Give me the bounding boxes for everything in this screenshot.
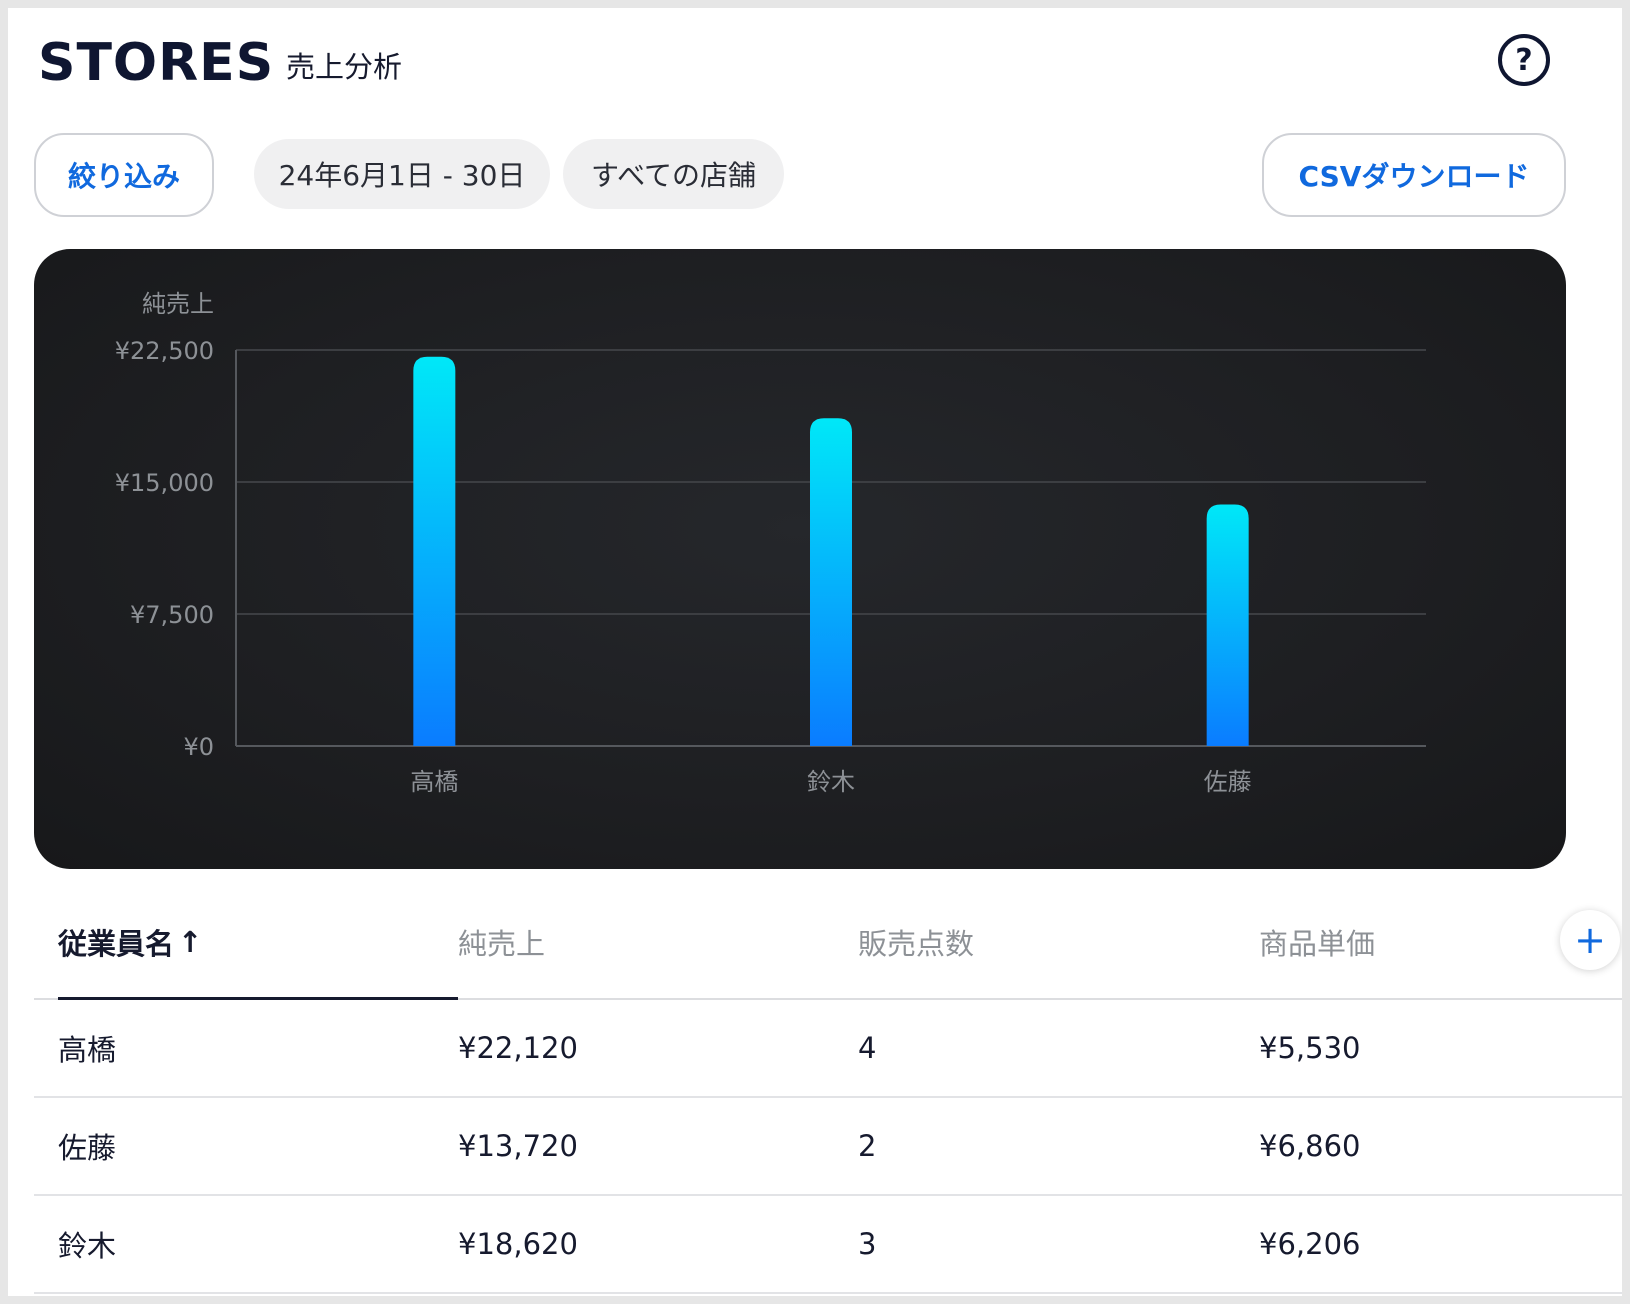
active-sort-underline: [58, 997, 458, 1000]
cell-net-sales: ¥13,720: [458, 1129, 578, 1163]
store-scope-chip[interactable]: すべての店舗: [563, 139, 784, 209]
cell-items-sold: 4: [858, 1031, 877, 1065]
column-header-employee[interactable]: 従業員名 ↑: [58, 886, 458, 1000]
app-frame: STORES 売上分析 ? 絞り込み 24年6月1日 - 30日 すべての店舗 …: [8, 8, 1622, 1296]
add-column-icon[interactable]: +: [1560, 910, 1620, 970]
sort-arrow-up-icon: ↑: [178, 925, 203, 959]
column-header-label: 従業員名: [58, 927, 175, 961]
table-row[interactable]: 佐藤 ¥13,720 2 ¥6,860: [34, 1098, 1622, 1196]
cell-net-sales: ¥18,620: [458, 1227, 578, 1261]
stores-logo[interactable]: STORES: [38, 33, 275, 93]
filter-button[interactable]: 絞り込み: [34, 133, 214, 217]
cell-employee-name: 佐藤: [58, 1131, 117, 1165]
x-tick-label: 佐藤: [1204, 768, 1252, 796]
y-tick-label: ¥0: [183, 733, 214, 761]
table-row[interactable]: 高橋 ¥22,120 4 ¥5,530: [34, 1000, 1622, 1098]
table-row[interactable]: 鈴木 ¥18,620 3 ¥6,206: [34, 1196, 1622, 1294]
csv-download-button[interactable]: CSVダウンロード: [1262, 133, 1566, 217]
date-range-chip[interactable]: 24年6月1日 - 30日: [254, 139, 550, 209]
x-tick-labels: 高橋 鈴木 佐藤: [410, 768, 1251, 796]
bar-2[interactable]: [1206, 504, 1249, 746]
cell-unit-price: ¥5,530: [1259, 1031, 1361, 1065]
x-tick-label: 鈴木: [807, 768, 855, 796]
cell-employee-name: 高橋: [58, 1033, 117, 1067]
sales-chart-svg: 純売上 ¥0 ¥7,500 ¥15,000 ¥22,500 高橋 鈴木 佐藤: [115, 290, 1426, 796]
cell-unit-price: ¥6,860: [1259, 1129, 1361, 1163]
y-tick-label: ¥7,500: [130, 601, 214, 629]
page-title: 売上分析: [286, 50, 403, 84]
y-tick-label: ¥15,000: [115, 469, 214, 497]
column-header-net-sales[interactable]: 純売上: [458, 927, 546, 961]
bar-0[interactable]: [413, 356, 456, 746]
x-tick-label: 高橋: [410, 768, 458, 796]
cell-employee-name: 鈴木: [58, 1229, 117, 1263]
cell-net-sales: ¥22,120: [458, 1031, 578, 1065]
cell-items-sold: 3: [858, 1227, 877, 1261]
bar-1[interactable]: [810, 418, 852, 746]
employee-sales-table: 従業員名 ↑ 純売上 販売点数 商品単価 + 高橋 ¥22,120 4 ¥5,5…: [34, 886, 1622, 1294]
y-tick-labels: ¥0 ¥7,500 ¥15,000 ¥22,500: [115, 337, 214, 761]
help-icon[interactable]: ?: [1498, 34, 1550, 86]
y-axis-title: 純売上: [142, 290, 214, 318]
column-header-items-sold[interactable]: 販売点数: [858, 927, 975, 961]
table-header: 従業員名 ↑ 純売上 販売点数 商品単価 +: [34, 886, 1622, 1000]
column-header-unit-price[interactable]: 商品単価: [1259, 927, 1376, 961]
y-tick-label: ¥22,500: [115, 337, 214, 365]
cell-unit-price: ¥6,206: [1259, 1227, 1361, 1261]
cell-items-sold: 2: [858, 1129, 877, 1163]
sales-chart: 純売上 ¥0 ¥7,500 ¥15,000 ¥22,500 高橋 鈴木 佐藤: [34, 249, 1566, 869]
bars: [413, 356, 1249, 746]
